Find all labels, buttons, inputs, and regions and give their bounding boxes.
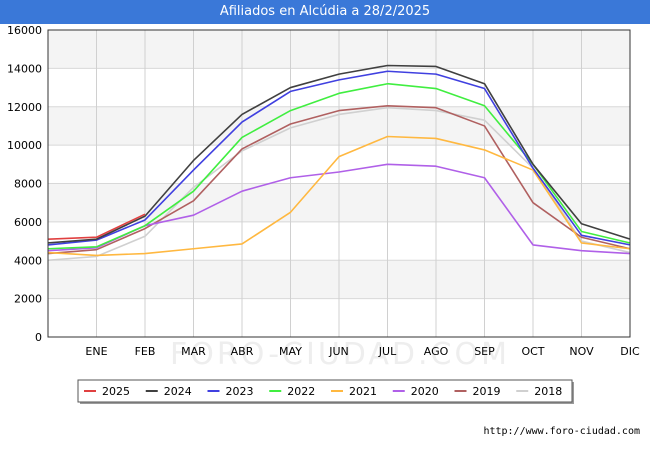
y-tick-label: 0 xyxy=(35,331,42,344)
legend-box xyxy=(77,379,573,403)
x-tick-label: ENE xyxy=(85,345,107,358)
legend-label-2018: 2018 xyxy=(534,385,562,398)
x-tick-label: SEP xyxy=(474,345,495,358)
series-line-2019 xyxy=(47,104,631,255)
x-tick-label: DIC xyxy=(620,345,640,358)
series-lines xyxy=(47,64,631,262)
chart-title: Afiliados en Alcúdia a 28/2/2025 xyxy=(219,4,431,19)
x-tick-label: ABR xyxy=(231,345,254,358)
series-line-2025 xyxy=(47,213,146,240)
y-tick-label: 6000 xyxy=(14,216,42,229)
x-tick-label: JUL xyxy=(378,345,397,358)
x-tick-label: AGO xyxy=(424,345,449,358)
axes: 0 2000 4000 6000 8000 10000 12000 14000 16000 ENE… xyxy=(7,24,640,358)
legend-label-2025: 2025 xyxy=(102,385,130,398)
y-tick-label: 8000 xyxy=(14,178,42,191)
y-tick-label: 2000 xyxy=(14,293,42,306)
watermark: FORO-CIUDAD.COM xyxy=(170,337,510,372)
x-tick-label: MAY xyxy=(279,345,302,358)
series-line-2024 xyxy=(47,64,631,244)
legend-label-2022: 2022 xyxy=(287,385,315,398)
y-tick-label: 14000 xyxy=(7,62,42,75)
x-tick-label: MAR xyxy=(181,345,206,358)
footer-url[interactable]: http://www.foro-ciudad.com xyxy=(483,426,640,437)
title-bar xyxy=(0,0,650,24)
series-line-2021 xyxy=(47,135,631,257)
legend-label-2020: 2020 xyxy=(411,385,439,398)
y-tick-label: 4000 xyxy=(14,254,42,267)
x-tick-label: OCT xyxy=(521,345,544,358)
x-tick-label: JUN xyxy=(328,345,349,358)
series-line-2023 xyxy=(47,70,631,246)
legend: 2025 2024 2023 2022 2021 2020 2019 2018 xyxy=(77,379,574,404)
plot-frame xyxy=(47,29,631,338)
x-tick-label: FEB xyxy=(135,345,156,358)
y-tick-label: 16000 xyxy=(7,24,42,37)
legend-label-2024: 2024 xyxy=(164,385,192,398)
legend-label-2019: 2019 xyxy=(473,385,501,398)
x-tick-label: NOV xyxy=(569,345,594,358)
legend-label-2021: 2021 xyxy=(349,385,377,398)
y-tick-label: 12000 xyxy=(7,101,42,114)
legend-label-2023: 2023 xyxy=(226,385,254,398)
y-tick-label: 10000 xyxy=(7,139,42,152)
